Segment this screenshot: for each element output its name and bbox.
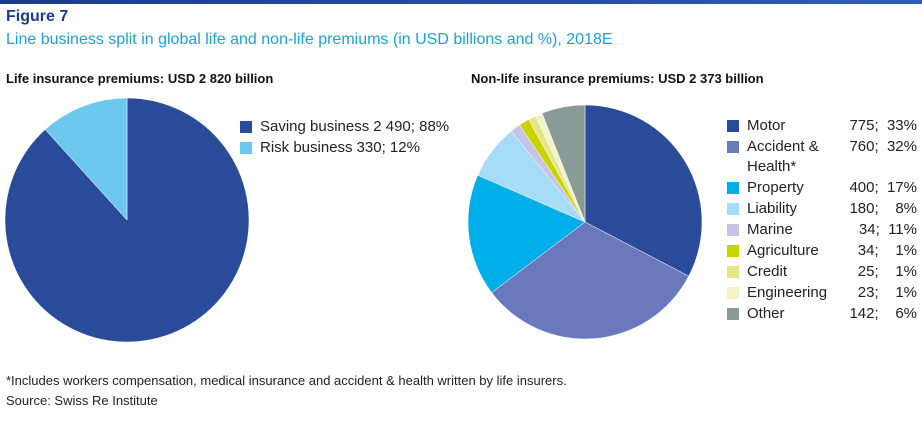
legend-swatch xyxy=(240,142,252,154)
legend-item: Marine 34; 11% xyxy=(727,220,917,240)
legend-label: Property xyxy=(747,179,804,196)
legend-swatch xyxy=(240,121,252,133)
value-label: 400; 17% xyxy=(849,179,917,196)
value-label: 760; 32% xyxy=(849,138,917,155)
legend-swatch xyxy=(727,224,739,236)
top-bar xyxy=(0,0,922,4)
figure-title: Line business split in global life and n… xyxy=(6,31,613,48)
legend-swatch xyxy=(727,245,739,257)
pie-slice xyxy=(541,104,586,223)
legend-swatch xyxy=(727,287,739,299)
legend-item: Saving business 2 490; 88% xyxy=(240,117,449,137)
value-label: 142; 6% xyxy=(849,305,917,322)
legend-item: Risk business 330; 12% xyxy=(240,138,449,158)
value-label: 330; 12% xyxy=(356,139,420,156)
legend-label: Engineering xyxy=(747,284,828,301)
legend-swatch xyxy=(727,308,739,320)
value-label: 2 490; 88% xyxy=(373,118,450,135)
legend: Motor 775; 33% Accident & Health* 760; 32% P… xyxy=(727,116,917,325)
legend-item: Agriculture 34; 1% xyxy=(727,241,917,261)
legend-swatch xyxy=(727,182,739,194)
legend-item: Property 400; 17% xyxy=(727,178,917,198)
legend-label: Motor xyxy=(747,117,786,134)
legend-label: Risk business xyxy=(260,139,353,156)
value-label: 34; 11% xyxy=(858,221,917,238)
legend-item: Other 142; 6% xyxy=(727,304,917,324)
value-label: 180; 8% xyxy=(849,200,917,217)
legend-label: Saving business xyxy=(260,118,370,135)
legend-swatch xyxy=(727,120,739,132)
legend-label: Accident & Health* xyxy=(747,138,819,175)
legend-label: Liability xyxy=(747,200,798,217)
legend-item: Engineering 23; 1% xyxy=(727,283,917,303)
legend-label: Agriculture xyxy=(747,242,819,259)
pie-slice xyxy=(467,174,586,293)
legend-item: Credit 25; 1% xyxy=(727,262,917,282)
legend-label: Other xyxy=(747,305,785,322)
footnote: *Includes workers compensation, medical … xyxy=(6,373,567,388)
chart-title: Life insurance premiums: USD 2 820 billi… xyxy=(6,71,274,86)
pie-slice xyxy=(584,104,703,277)
legend-item: Liability 180; 8% xyxy=(727,199,917,219)
value-label: 23; 1% xyxy=(857,284,917,301)
legend: Saving business 2 490; 88% Risk business 33… xyxy=(240,117,449,159)
legend-item: Motor 775; 33% xyxy=(727,116,917,136)
value-label: 775; 33% xyxy=(849,117,917,134)
legend-swatch xyxy=(727,203,739,215)
legend-label: Credit xyxy=(747,263,788,280)
value-label: 25; 1% xyxy=(857,263,917,280)
figure-label: Figure 7 xyxy=(6,8,69,25)
pie-slice xyxy=(491,221,690,340)
chart-title: Non-life insurance premiums: USD 2 373 b… xyxy=(471,71,764,86)
legend-swatch xyxy=(727,141,739,153)
legend-swatch xyxy=(727,266,739,278)
legend-label: Marine xyxy=(747,221,793,238)
value-label: 34; 1% xyxy=(857,242,917,259)
legend-item: Accident & Health* 760; 32% xyxy=(727,137,917,177)
pie-slice xyxy=(44,97,128,221)
source: Source: Swiss Re Institute xyxy=(6,393,158,408)
